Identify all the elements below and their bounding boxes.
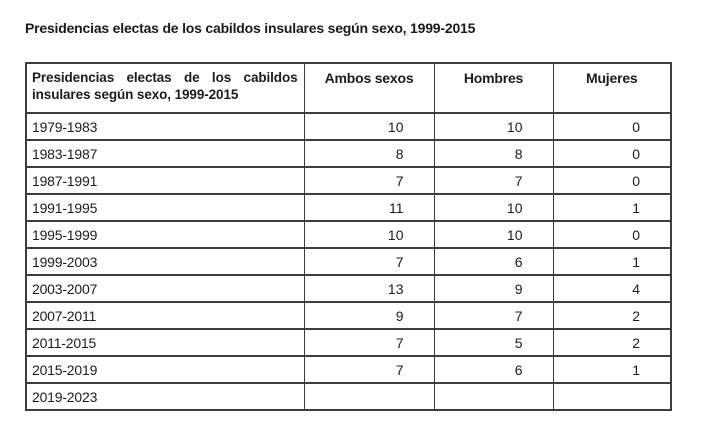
hombres-cell: 9 [433, 274, 554, 303]
table-row: 2003-2007 13 9 4 [25, 274, 672, 303]
ambos-cell: 11 [303, 193, 435, 222]
hombres-cell: 8 [433, 139, 554, 168]
table-header-row: Presidencias electas de los cabildos ins… [25, 62, 672, 114]
mujeres-cell: 1 [552, 193, 672, 222]
hombres-cell: 5 [433, 328, 554, 357]
period-cell: 1987-1991 [25, 166, 305, 195]
column-header-hombres: Hombres [433, 62, 554, 114]
period-cell: 1995-1999 [25, 220, 305, 249]
mujeres-cell: 0 [552, 166, 672, 195]
hombres-cell: 7 [433, 301, 554, 330]
ambos-cell: 13 [303, 274, 435, 303]
ambos-cell: 7 [303, 166, 435, 195]
ambos-cell: 7 [303, 328, 435, 357]
ambos-cell: 10 [303, 112, 435, 141]
mujeres-cell: 0 [552, 139, 672, 168]
ambos-cell: 9 [303, 301, 435, 330]
hombres-cell: 6 [433, 355, 554, 384]
hombres-cell: 10 [433, 220, 554, 249]
ambos-cell: 7 [303, 247, 435, 276]
period-cell: 1999-2003 [25, 247, 305, 276]
presidencias-table: Presidencias electas de los cabildos ins… [25, 62, 672, 411]
table-row: 1991-1995 11 10 1 [25, 193, 672, 222]
hombres-cell: 6 [433, 247, 554, 276]
table-row: 1995-1999 10 10 0 [25, 220, 672, 249]
period-cell: 2003-2007 [25, 274, 305, 303]
table-row: 2015-2019 7 6 1 [25, 355, 672, 384]
period-cell: 1979-1983 [25, 112, 305, 141]
mujeres-cell: 2 [552, 328, 672, 357]
table-row: 2007-2011 9 7 2 [25, 301, 672, 330]
table-row: 1983-1987 8 8 0 [25, 139, 672, 168]
hombres-cell [433, 382, 554, 411]
mujeres-cell: 1 [552, 355, 672, 384]
period-cell: 2015-2019 [25, 355, 305, 384]
period-cell: 1983-1987 [25, 139, 305, 168]
column-header-mujeres: Mujeres [552, 62, 672, 114]
table-row: 2011-2015 7 5 2 [25, 328, 672, 357]
period-cell: 2011-2015 [25, 328, 305, 357]
table-row: 1999-2003 7 6 1 [25, 247, 672, 276]
period-cell: 2007-2011 [25, 301, 305, 330]
period-cell: 2019-2023 [25, 382, 305, 411]
ambos-cell: 7 [303, 355, 435, 384]
hombres-cell: 10 [433, 112, 554, 141]
hombres-cell: 7 [433, 166, 554, 195]
page-title: Presidencias electas de los cabildos ins… [25, 20, 476, 36]
mujeres-cell: 0 [552, 220, 672, 249]
column-header-description: Presidencias electas de los cabildos ins… [25, 62, 305, 114]
ambos-cell [303, 382, 435, 411]
hombres-cell: 10 [433, 193, 554, 222]
mujeres-cell: 0 [552, 112, 672, 141]
table-row: 2019-2023 [25, 382, 672, 411]
ambos-cell: 10 [303, 220, 435, 249]
table-row: 1979-1983 10 10 0 [25, 112, 672, 141]
mujeres-cell: 2 [552, 301, 672, 330]
table-row: 1987-1991 7 7 0 [25, 166, 672, 195]
mujeres-cell: 4 [552, 274, 672, 303]
column-header-ambos-sexos: Ambos sexos [303, 62, 435, 114]
ambos-cell: 8 [303, 139, 435, 168]
mujeres-cell: 1 [552, 247, 672, 276]
mujeres-cell [552, 382, 672, 411]
period-cell: 1991-1995 [25, 193, 305, 222]
